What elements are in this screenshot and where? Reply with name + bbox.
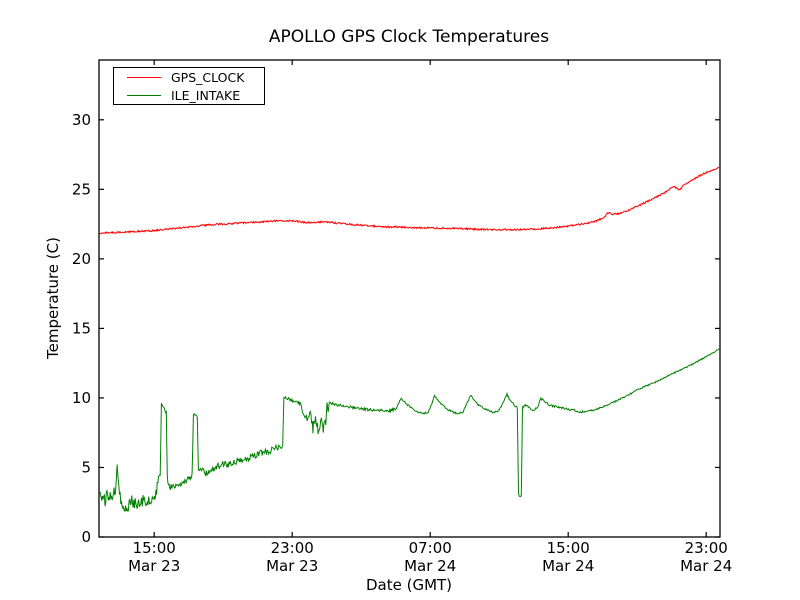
- y-tick-label: 25: [72, 180, 91, 198]
- y-axis-label: Temperature (C): [44, 237, 62, 360]
- x-tick-label-time: 15:00: [547, 539, 590, 557]
- x-tick-label-date: Mar 24: [542, 557, 594, 575]
- y-tick-label: 20: [72, 250, 91, 268]
- legend-line-sample: [127, 76, 161, 78]
- x-tick-label-time: 23:00: [685, 539, 728, 557]
- x-tick-label-date: Mar 24: [680, 557, 732, 575]
- plot-frame: [98, 59, 721, 538]
- legend-label: GPS_CLOCK: [171, 69, 245, 85]
- chart-title: APOLLO GPS Clock Temperatures: [269, 27, 549, 47]
- legend-entry: GPS_CLOCK: [114, 68, 264, 86]
- x-tick-label-date: Mar 24: [404, 557, 456, 575]
- legend-label: ILE_INTAKE: [171, 87, 241, 103]
- x-tick-label-date: Mar 23: [266, 557, 318, 575]
- x-tick-label-time: 07:00: [409, 539, 452, 557]
- x-axis-label: Date (GMT): [366, 576, 452, 594]
- series-ile-intake-line: [98, 347, 721, 512]
- y-tick-label: 10: [72, 389, 91, 407]
- y-tick-label: 15: [72, 319, 91, 337]
- y-tick-label: 30: [72, 111, 91, 129]
- y-tick-label: 0: [81, 528, 91, 546]
- legend-entry: ILE_INTAKE: [114, 86, 264, 104]
- legend: GPS_CLOCK ILE_INTAKE: [113, 67, 265, 105]
- series-gps-clock-line: [98, 166, 721, 235]
- x-tick-label-date: Mar 23: [128, 557, 180, 575]
- legend-line-sample: [127, 94, 161, 96]
- y-tick-label: 5: [81, 458, 91, 476]
- x-tick-label-time: 23:00: [271, 539, 314, 557]
- x-tick-label-time: 15:00: [133, 539, 176, 557]
